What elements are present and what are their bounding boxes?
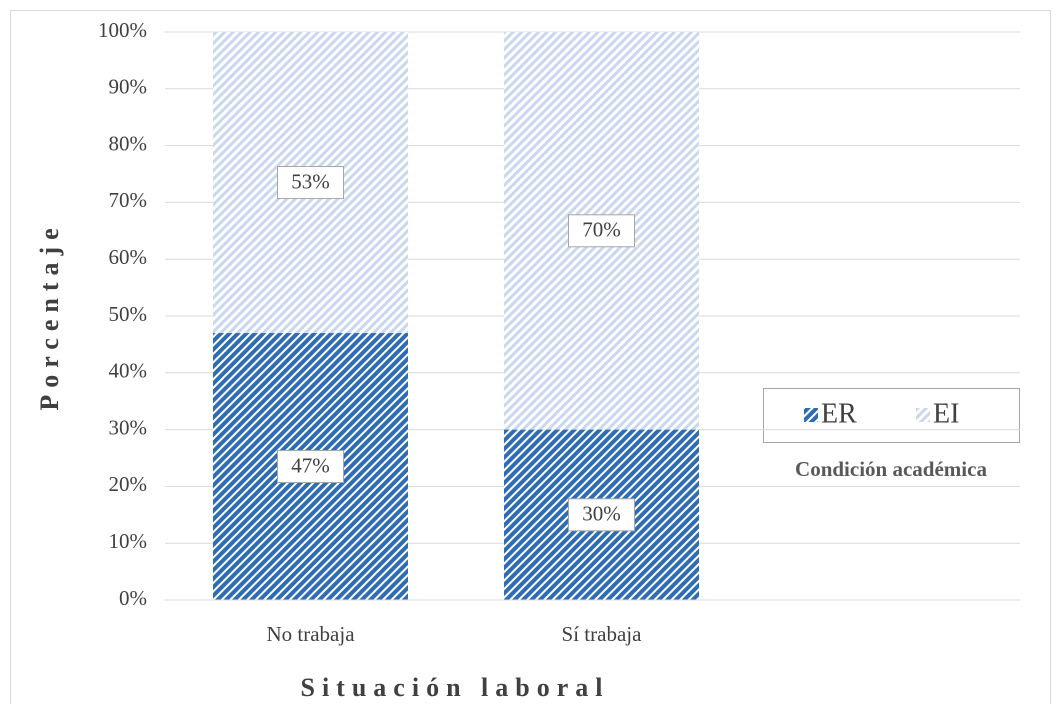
data-label-box xyxy=(277,450,344,484)
data-label-box xyxy=(277,166,344,200)
data-label: 53% xyxy=(291,169,330,193)
x-axis-title: Situación laboral xyxy=(301,673,610,702)
data-label: 70% xyxy=(582,218,621,242)
legend-label: ER xyxy=(821,398,857,429)
y-tick-label: 60% xyxy=(109,245,148,269)
legend-label: EI xyxy=(933,398,959,429)
data-label-box xyxy=(568,498,635,532)
legend-swatch xyxy=(916,408,930,422)
y-tick-label: 10% xyxy=(109,529,148,553)
y-tick-label: 20% xyxy=(109,472,148,496)
y-tick-label: 90% xyxy=(109,75,148,99)
x-tick-label: Sí trabaja xyxy=(562,622,643,646)
data-label: 47% xyxy=(291,453,330,477)
legend-swatch xyxy=(804,408,818,422)
y-axis-title: Porcentaje xyxy=(35,221,64,410)
x-tick-label: No trabaja xyxy=(266,622,355,646)
legend-title: Condición académica xyxy=(795,457,987,481)
y-tick-label: 100% xyxy=(98,18,147,42)
chart-frame xyxy=(10,10,1051,704)
data-label-box xyxy=(568,214,635,248)
data-label: 30% xyxy=(582,502,621,526)
y-tick-label: 70% xyxy=(109,188,148,212)
y-tick-label: 50% xyxy=(109,302,148,326)
y-tick-label: 30% xyxy=(109,415,148,439)
legend-box xyxy=(763,388,1020,443)
y-tick-label: 40% xyxy=(109,359,148,383)
y-tick-label: 0% xyxy=(119,586,147,610)
y-tick-label: 80% xyxy=(109,131,148,155)
